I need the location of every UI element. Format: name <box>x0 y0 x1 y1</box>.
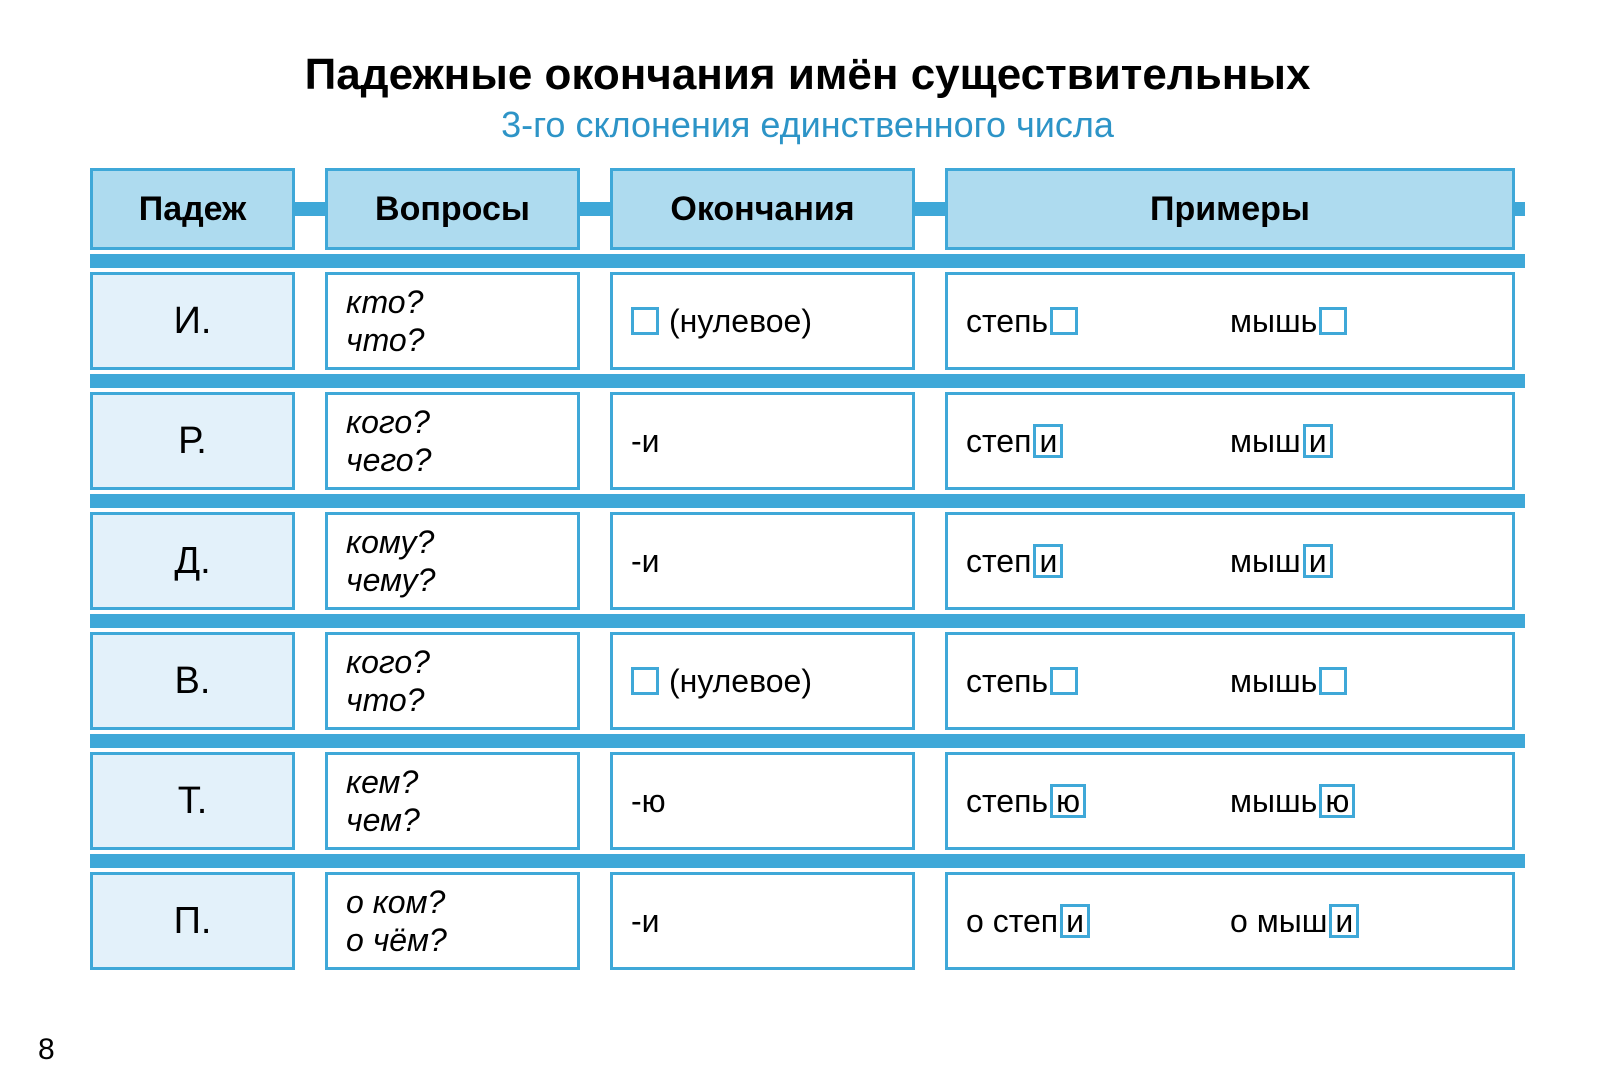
example-word: мышь <box>1230 663 1494 700</box>
questions-cell: кого?что? <box>325 632 580 730</box>
endings-cell: -и <box>610 512 915 610</box>
case-cell: Д. <box>90 512 295 610</box>
endings-cell: -и <box>610 392 915 490</box>
suffix-box: ю <box>1050 784 1086 818</box>
null-ending-icon <box>1050 307 1078 335</box>
examples-cell: степьмышь <box>945 632 1515 730</box>
title-block: Падежные окончания имён существительных … <box>90 50 1525 146</box>
questions-cell: кем?чем? <box>325 752 580 850</box>
questions-cell: кому?чему? <box>325 512 580 610</box>
example-word: степью <box>966 783 1230 820</box>
case-cell: Т. <box>90 752 295 850</box>
null-ending-icon <box>631 667 659 695</box>
example-word: степь <box>966 303 1230 340</box>
page-number: 8 <box>38 1033 55 1067</box>
case-cell: В. <box>90 632 295 730</box>
questions-cell: кого?чего? <box>325 392 580 490</box>
header-case: Падеж <box>90 168 295 250</box>
header-endings: Окончания <box>610 168 915 250</box>
example-word: степь <box>966 663 1230 700</box>
declension-table: Падеж Вопросы Окончания Примеры И. кто?что? (н… <box>90 168 1525 970</box>
examples-cell: о степио мыши <box>945 872 1515 970</box>
example-word: мышью <box>1230 783 1494 820</box>
suffix-box: и <box>1033 424 1063 458</box>
header-questions: Вопросы <box>325 168 580 250</box>
example-word: о степи <box>966 903 1230 940</box>
examples-cell: степимыши <box>945 512 1515 610</box>
table-row: И. кто?что? (нулевое) степьмышь <box>90 272 1525 370</box>
null-ending-icon <box>1319 667 1347 695</box>
example-word: мышь <box>1230 303 1494 340</box>
table-row: П. о ком?о чём? -и о степио мыши <box>90 872 1525 970</box>
title-main: Падежные окончания имён существительных <box>90 50 1525 100</box>
case-cell: Р. <box>90 392 295 490</box>
suffix-box: и <box>1033 544 1063 578</box>
endings-cell: -и <box>610 872 915 970</box>
questions-cell: о ком?о чём? <box>325 872 580 970</box>
case-cell: И. <box>90 272 295 370</box>
endings-cell: (нулевое) <box>610 632 915 730</box>
example-word: о мыши <box>1230 903 1494 940</box>
suffix-box: и <box>1060 904 1090 938</box>
header-examples: Примеры <box>945 168 1515 250</box>
suffix-box: и <box>1303 424 1333 458</box>
null-ending-icon <box>631 307 659 335</box>
questions-cell: кто?что? <box>325 272 580 370</box>
null-ending-icon <box>1050 667 1078 695</box>
table-row: Т. кем?чем? -ю степьюмышью <box>90 752 1525 850</box>
endings-cell: -ю <box>610 752 915 850</box>
examples-cell: степьмышь <box>945 272 1515 370</box>
example-word: степи <box>966 543 1230 580</box>
case-cell: П. <box>90 872 295 970</box>
title-sub: 3-го склонения единственного числа <box>90 104 1525 146</box>
examples-cell: степимыши <box>945 392 1515 490</box>
table-row: Р. кого?чего? -и степимыши <box>90 392 1525 490</box>
suffix-box: и <box>1329 904 1359 938</box>
null-ending-icon <box>1319 307 1347 335</box>
examples-cell: степьюмышью <box>945 752 1515 850</box>
example-word: мыши <box>1230 423 1494 460</box>
endings-cell: (нулевое) <box>610 272 915 370</box>
table-row: Д. кому?чему? -и степимыши <box>90 512 1525 610</box>
suffix-box: и <box>1303 544 1333 578</box>
example-word: степи <box>966 423 1230 460</box>
suffix-box: ю <box>1319 784 1355 818</box>
example-word: мыши <box>1230 543 1494 580</box>
table-row: В. кого?что? (нулевое) степьмышь <box>90 632 1525 730</box>
